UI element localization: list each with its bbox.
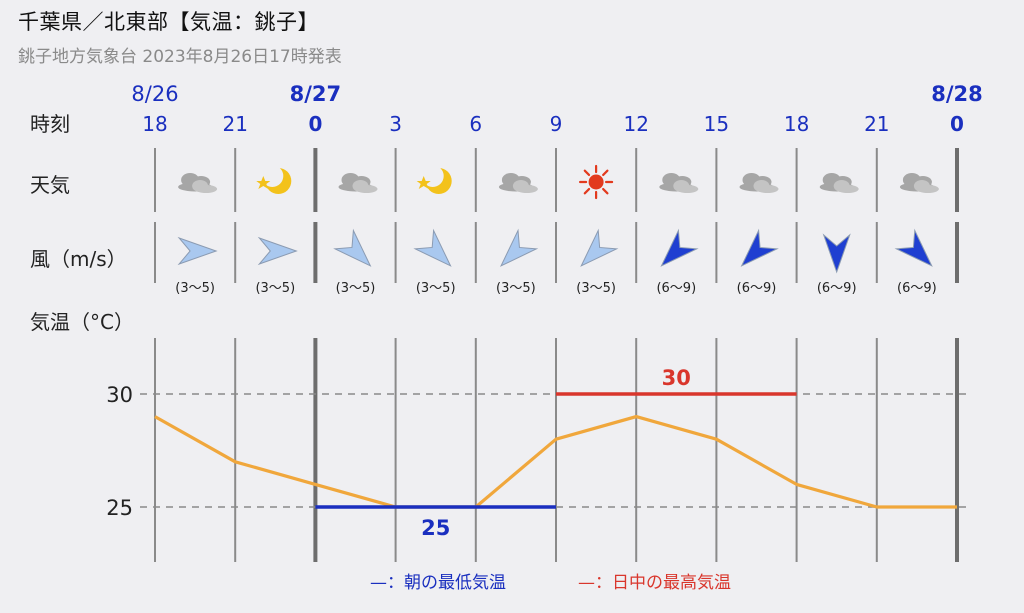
- moon-star-icon: [256, 165, 292, 194]
- temp-row-label: 気温（°C）: [30, 310, 134, 334]
- page-title: 千葉県／北東部【気温：銚子】: [18, 10, 319, 34]
- hour-tick-label: 21: [864, 112, 889, 136]
- wind-arrow-icon: [333, 228, 372, 267]
- cloud-icon: [899, 173, 939, 193]
- hour-tick-label: 6: [469, 112, 482, 136]
- hour-tick-label: 0: [950, 112, 964, 136]
- time-row-label: 時刻: [30, 112, 70, 136]
- hour-tick-label: 15: [704, 112, 729, 136]
- moon-star-icon: [416, 165, 452, 194]
- wind-speed-label: (3〜5): [576, 281, 616, 296]
- cloud-icon: [739, 173, 779, 193]
- wind-arrow-icon: [822, 233, 851, 274]
- legend-max-label: —：日中の最高気温: [578, 573, 731, 593]
- y-tick-label: 30: [106, 383, 133, 407]
- sun-icon: [578, 164, 614, 200]
- wind-arrow-icon: [580, 228, 619, 267]
- wind-speed-label: (3〜5): [336, 281, 376, 296]
- hour-tick-label: 21: [222, 112, 247, 136]
- wind-speed-label: (6〜9): [897, 281, 937, 296]
- wind-arrow-icon: [177, 236, 218, 266]
- wind-speed-label: (6〜9): [656, 281, 696, 296]
- cloud-icon: [819, 173, 859, 193]
- cloud-icon: [338, 173, 378, 193]
- cloud-icon: [178, 173, 218, 193]
- weather-row-label: 天気: [30, 173, 70, 197]
- wind-speed-label: (6〜9): [817, 281, 857, 296]
- legend-min-label: —：朝の最低気温: [370, 573, 506, 593]
- hour-tick-label: 0: [308, 112, 322, 136]
- wind-arrow-icon: [413, 228, 452, 267]
- wind-arrow-icon: [499, 228, 539, 267]
- wind-speed-label: (6〜9): [737, 281, 777, 296]
- issuer-subtitle: 銚子地方気象台 2023年8月26日17時発表: [18, 47, 342, 67]
- hour-tick-label: 18: [784, 112, 809, 136]
- min-temp-label: 25: [421, 516, 450, 540]
- hour-tick-label: 9: [550, 112, 563, 136]
- hour-tick-label: 12: [623, 112, 648, 136]
- wind-arrow-icon: [660, 228, 699, 267]
- wind-speed-label: (3〜5): [416, 281, 456, 296]
- wind-speed-label: (3〜5): [496, 281, 536, 296]
- hour-tick-label: 3: [389, 112, 402, 136]
- cloud-icon: [498, 173, 538, 193]
- cloud-icon: [659, 173, 699, 193]
- date-label: 8/27: [290, 82, 342, 106]
- max-temp-label: 30: [662, 366, 691, 390]
- wind-speed-label: (3〜5): [255, 281, 295, 296]
- date-label: 8/28: [931, 82, 983, 106]
- wind-speed-label: (3〜5): [175, 281, 215, 296]
- wind-arrow-icon: [740, 228, 779, 267]
- wind-row-label: 風（m/s）: [30, 247, 127, 271]
- hour-tick-label: 18: [142, 112, 167, 136]
- wind-arrow-icon: [257, 236, 298, 266]
- date-label: 8/26: [131, 82, 178, 106]
- y-tick-label: 25: [106, 496, 133, 520]
- wind-arrow-icon: [894, 228, 933, 267]
